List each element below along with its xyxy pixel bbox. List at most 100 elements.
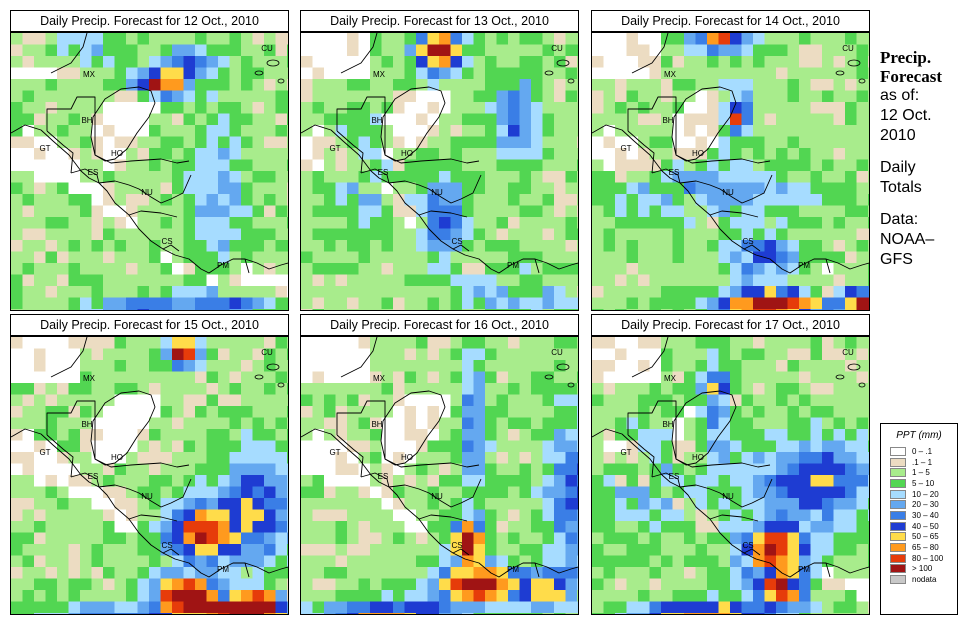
- precip-cell: [787, 90, 800, 103]
- precip-cell: [172, 113, 184, 126]
- precip-cell: [508, 601, 520, 614]
- precip-cell: [172, 532, 184, 545]
- precip-cell: [195, 274, 207, 287]
- precip-cell: [287, 251, 288, 264]
- precip-cell: [275, 33, 288, 45]
- precip-cell: [34, 205, 46, 218]
- precip-cell: [34, 182, 46, 195]
- precip-cell: [799, 217, 811, 229]
- precip-cell: [822, 102, 834, 114]
- precip-cell: [577, 429, 578, 441]
- precip-cell: [195, 578, 207, 591]
- precip-cell: [672, 406, 685, 418]
- precip-cell: [68, 205, 81, 218]
- precip-cell: [565, 417, 578, 430]
- precip-cell: [252, 337, 265, 349]
- precip-cell: [531, 171, 543, 183]
- precip-cell: [241, 417, 253, 430]
- precip-cell: [45, 217, 58, 229]
- precip-cell: [427, 309, 440, 310]
- precip-cell: [335, 217, 348, 229]
- precip-cell: [57, 286, 69, 298]
- precip-cell: [810, 555, 823, 568]
- precip-cell: [718, 136, 731, 149]
- precip-cell: [718, 125, 731, 137]
- precip-cell: [554, 383, 566, 395]
- precip-cell: [229, 417, 242, 430]
- precip-cell: [312, 182, 325, 195]
- country-border: [651, 168, 681, 184]
- precip-cell: [126, 555, 138, 568]
- precip-cell: [661, 406, 673, 418]
- precip-cell: [695, 521, 708, 533]
- precip-cell: [241, 33, 253, 45]
- precip-cell: [439, 613, 451, 614]
- precip-cell: [707, 194, 719, 206]
- precip-cell: [741, 33, 754, 45]
- precip-cell: [450, 33, 463, 45]
- precip-cell: [531, 136, 543, 149]
- precip-cell: [103, 251, 115, 264]
- legend-item: 50 – 65: [881, 532, 957, 543]
- precip-cell: [301, 102, 313, 114]
- precip-cell: [301, 509, 313, 522]
- precip-cell: [661, 205, 673, 218]
- precip-cell: [195, 521, 207, 533]
- precip-cell: [776, 440, 788, 453]
- precip-cell: [741, 286, 754, 298]
- precip-cell: [103, 475, 115, 487]
- precip-cell: [649, 417, 662, 430]
- precip-cell: [822, 205, 834, 218]
- precip-cell: [114, 463, 127, 476]
- precip-cell: [206, 567, 219, 579]
- precip-cell: [183, 555, 196, 568]
- precip-cell: [577, 90, 578, 103]
- precip-cell: [741, 67, 754, 80]
- precip-cell: [241, 251, 253, 264]
- precip-cell: [615, 544, 627, 556]
- precip-cell: [324, 159, 336, 172]
- precip-cell: [542, 475, 555, 487]
- precip-cell: [264, 171, 276, 183]
- precip-cell: [11, 263, 23, 275]
- precip-cell: [114, 125, 127, 137]
- precip-cell: [577, 286, 578, 298]
- precip-cell: [91, 67, 104, 80]
- precip-cell: [730, 251, 742, 264]
- precip-cell: [787, 578, 800, 591]
- precip-cell: [741, 205, 754, 218]
- precip-cell: [324, 79, 336, 91]
- precip-cell: [22, 297, 35, 310]
- precip-cell: [799, 113, 811, 126]
- precip-cell: [592, 567, 604, 579]
- precip-cell: [868, 532, 869, 545]
- precip-cell: [684, 205, 696, 218]
- precip-cell: [91, 79, 104, 91]
- precip-cell: [218, 113, 230, 126]
- precip-cell: [810, 274, 823, 287]
- precip-cell: [730, 498, 742, 510]
- precip-cell: [335, 125, 348, 137]
- precip-cell: [672, 263, 685, 275]
- precip-cell: [34, 33, 46, 45]
- precip-cell: [22, 440, 35, 453]
- precip-cell: [799, 263, 811, 275]
- precip-cell: [149, 125, 161, 137]
- precip-cell: [22, 228, 35, 241]
- precip-cell: [462, 371, 474, 384]
- precip-cell: [126, 578, 138, 591]
- precip-cell: [833, 440, 846, 453]
- precip-cell: [592, 228, 604, 241]
- precip-cell: [695, 33, 708, 45]
- precip-cell: [287, 601, 288, 614]
- precip-cell: [439, 463, 451, 476]
- precip-cell: [183, 337, 196, 349]
- precip-cell: [347, 136, 359, 149]
- precip-cell: [439, 555, 451, 568]
- precip-cell: [542, 113, 555, 126]
- precip-cell: [638, 136, 650, 149]
- precip-cell: [34, 240, 46, 252]
- precip-cell: [172, 452, 184, 464]
- precip-cell: [114, 371, 127, 384]
- precip-cell: [393, 67, 405, 80]
